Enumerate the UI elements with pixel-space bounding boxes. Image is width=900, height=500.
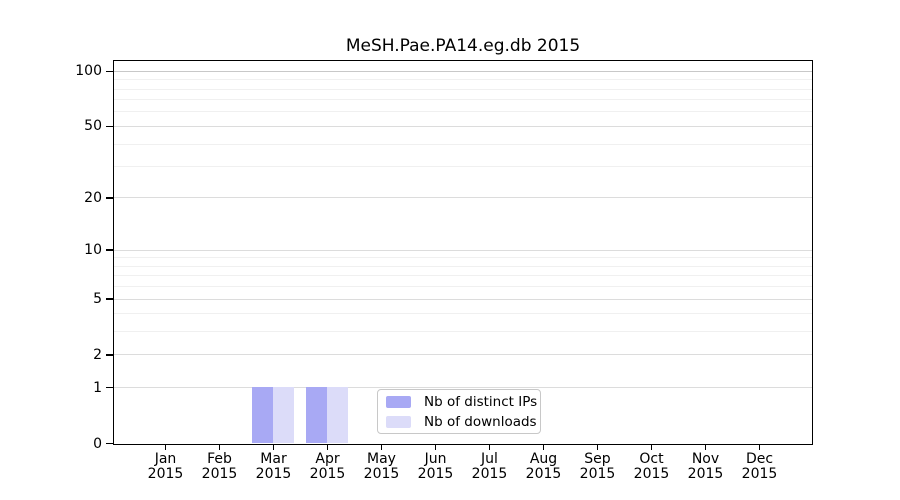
x-tick-mark [704,443,707,450]
gridlines-layer [114,61,812,444]
y-tick-mark [106,197,113,199]
y-gridline-minor [114,111,812,113]
bar-downloads [327,387,348,443]
x-tick-label: Mar 2015 [242,450,306,482]
x-tick-label: Jul 2015 [458,450,522,482]
x-tick-label: Sep 2015 [566,450,630,482]
y-tick-mark [106,442,113,445]
x-tick-month: Jan [154,450,177,467]
y-gridline-minor [114,275,812,277]
x-tick-label: Aug 2015 [512,450,576,482]
bar-distinct-ips [306,387,327,443]
x-tick-mark [380,443,383,450]
x-tick-mark [326,443,329,450]
x-tick-label: Oct 2015 [620,450,684,482]
y-gridline-minor [114,166,812,167]
y-tick-label: 50 [84,118,102,135]
x-tick-month: Oct [639,450,664,467]
x-tick-label: Dec 2015 [728,450,792,482]
x-tick-label: Feb 2015 [188,450,252,482]
distinct-ips-swatch [386,395,411,408]
y-tick-label: 2 [93,346,102,363]
y-gridline-major [114,70,812,72]
y-gridline-minor [114,331,812,333]
x-tick-mark [542,443,545,450]
plot-area: Nb of distinct IPs Nb of downloads [113,60,813,445]
y-tick-mark [106,298,113,300]
y-tick-mark [106,125,113,128]
x-tick-mark [434,443,437,450]
bars-layer [114,61,812,444]
y-gridline-minor [114,99,812,101]
x-tick-year: 2015 [363,465,400,482]
x-tick-year: 2015 [255,465,292,482]
y-gridline-major [114,298,812,300]
x-tick-mark [164,443,167,450]
y-gridline-minor [114,265,812,267]
x-tick-year: 2015 [579,465,616,482]
bar-downloads [273,387,294,443]
y-gridline-minor [114,88,812,90]
x-tick-month: Apr [315,450,340,467]
x-tick-year: 2015 [147,465,184,482]
x-tick-label: Nov 2015 [674,450,738,482]
y-tick-label: 5 [93,291,102,307]
x-tick-mark [218,443,221,450]
x-tick-label: Jan 2015 [134,450,198,482]
x-tick-year: 2015 [471,465,508,482]
y-gridline-minor [114,79,812,81]
x-tick-label: Jun 2015 [404,450,468,482]
y-gridline-minor [114,257,812,259]
x-tick-mark [488,443,491,450]
chart-title: MeSH.Pae.PA14.eg.db 2015 [345,36,581,56]
legend-label-downloads: Nb of downloads [424,413,537,430]
y-gridline-minor [114,313,812,315]
x-tick-month: Mar [260,450,287,467]
x-tick-month: Jul [481,450,498,467]
x-tick-year: 2015 [309,465,346,482]
x-tick-month: Sep [584,450,611,467]
x-tick-month: May [367,450,396,467]
x-tick-month: Jun [424,450,447,467]
y-tick-label: 10 [84,242,102,259]
y-gridline-major [114,125,812,127]
y-tick-mark [106,386,113,389]
x-tick-year: 2015 [633,465,670,482]
y-tick-mark [106,249,113,251]
legend-item-distinct-ips: Nb of distinct IPs [386,394,540,410]
x-tick-label: May 2015 [350,450,414,482]
downloads-swatch [386,415,411,428]
y-tick-label: 20 [84,189,102,206]
y-tick-label: 1 [93,379,102,396]
x-tick-mark [272,443,275,450]
legend: Nb of distinct IPs Nb of downloads [377,389,541,434]
y-gridline-major [114,197,812,199]
x-tick-mark [596,443,599,450]
y-tick-mark [106,354,113,356]
x-tick-year: 2015 [201,465,238,482]
x-tick-month: Nov [691,450,720,467]
y-gridline-minor [114,143,812,145]
x-tick-year: 2015 [417,465,454,482]
x-tick-year: 2015 [687,465,724,482]
y-tick-mark [106,70,113,72]
x-tick-label: Apr 2015 [296,450,360,482]
bar-distinct-ips [252,387,273,443]
y-gridline-minor [114,286,812,288]
y-gridline-major [114,387,812,389]
y-tick-label: 100 [75,63,102,80]
x-tick-month: Aug [529,450,558,467]
x-tick-mark [758,443,761,450]
y-tick-label: 0 [93,435,102,452]
legend-label-distinct-ips: Nb of distinct IPs [424,393,538,410]
x-tick-mark [650,443,653,450]
y-gridline-major [114,249,812,251]
x-tick-year: 2015 [741,465,778,482]
legend-item-downloads: Nb of downloads [386,414,540,430]
x-tick-month: Feb [207,450,232,467]
x-tick-month: Dec [745,450,774,467]
y-gridline-major [114,354,812,356]
x-tick-year: 2015 [525,465,562,482]
